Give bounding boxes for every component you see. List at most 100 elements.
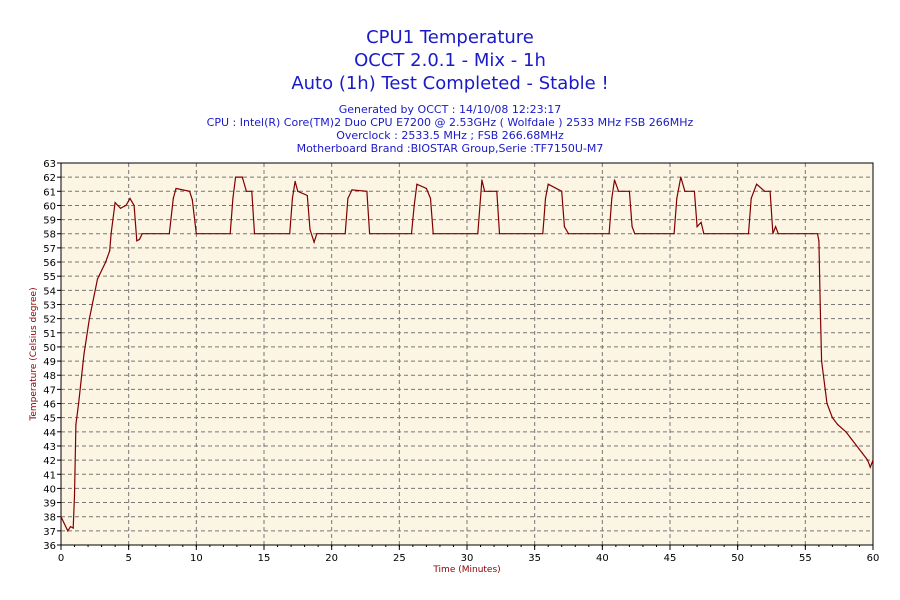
y-tick-label: 52	[43, 315, 56, 326]
data-point	[432, 233, 434, 235]
x-tick-label: 45	[664, 553, 677, 564]
data-point	[703, 233, 705, 235]
data-point	[306, 194, 308, 197]
y-tick-label: 39	[43, 499, 56, 510]
data-point	[769, 190, 771, 192]
data-point	[141, 233, 143, 235]
y-tick-label: 55	[43, 272, 56, 283]
x-tick-label: 0	[58, 553, 64, 564]
y-tick-label: 61	[43, 187, 56, 198]
data-point	[617, 190, 620, 192]
data-point	[819, 303, 821, 306]
y-tick-label: 38	[43, 513, 56, 524]
data-point	[481, 179, 483, 181]
y-tick-label: 54	[43, 286, 56, 297]
data-point	[774, 226, 777, 228]
data-point	[73, 494, 76, 497]
data-point	[820, 360, 823, 362]
data-point	[69, 526, 72, 528]
y-tick-label: 59	[43, 216, 56, 227]
data-point	[567, 233, 570, 235]
y-tick-label: 40	[43, 484, 56, 495]
data-point	[425, 187, 427, 190]
data-point	[818, 240, 820, 242]
data-point	[680, 176, 682, 178]
data-point	[542, 233, 544, 235]
data-point	[750, 197, 752, 199]
data-point	[747, 233, 750, 235]
data-point	[631, 226, 633, 228]
data-point	[60, 516, 62, 518]
data-point	[483, 190, 486, 192]
data-point	[544, 197, 547, 199]
y-tick-label: 53	[43, 300, 56, 311]
data-point	[195, 233, 197, 235]
subtitle-motherboard: Motherboard Brand :BIOSTAR Group,Serie :…	[296, 142, 604, 155]
data-point	[289, 233, 291, 235]
data-point	[232, 197, 234, 199]
data-point	[872, 459, 874, 461]
y-tick-label: 47	[43, 385, 56, 396]
y-tick-label: 44	[43, 428, 56, 439]
data-point	[234, 176, 237, 178]
data-point	[168, 233, 170, 235]
data-point	[83, 353, 85, 355]
data-point	[297, 190, 299, 192]
data-point	[850, 438, 852, 440]
data-point	[241, 176, 243, 178]
x-tick-label: 55	[799, 553, 812, 564]
data-point	[138, 238, 141, 240]
data-point	[309, 228, 311, 231]
y-axis-label: Temperature (Celsius degree)	[29, 287, 39, 421]
y-tick-label: 56	[43, 258, 56, 269]
data-point	[826, 402, 828, 405]
data-point	[229, 233, 231, 235]
data-point	[366, 190, 368, 192]
data-point	[347, 197, 349, 199]
data-point	[351, 189, 353, 191]
y-tick-label: 42	[43, 456, 56, 467]
y-tick-label: 49	[43, 357, 56, 368]
data-point	[608, 233, 610, 235]
x-tick-label: 25	[393, 553, 406, 564]
y-tick-label: 43	[43, 442, 56, 453]
data-point	[429, 197, 432, 199]
data-point	[72, 527, 74, 529]
y-tick-label: 51	[43, 329, 56, 340]
data-point	[764, 190, 766, 192]
data-point	[245, 190, 248, 192]
y-tick-label: 57	[43, 244, 56, 255]
data-point	[175, 187, 177, 190]
data-point	[634, 233, 636, 235]
data-point	[316, 233, 318, 235]
x-tick-label: 15	[258, 553, 271, 564]
x-tick-label: 35	[528, 553, 541, 564]
y-tick-label: 37	[43, 527, 56, 538]
data-point	[291, 197, 294, 199]
subtitle-overclock: Overclock : 2533.5 MHz ; FSB 266.68MHz	[336, 129, 564, 142]
data-point	[673, 233, 675, 235]
x-axis-label: Time (Minutes)	[432, 565, 500, 575]
chart-title-1: CPU1 Temperature	[366, 27, 534, 48]
data-point	[498, 233, 501, 235]
data-point	[845, 431, 847, 433]
x-tick-label: 5	[125, 553, 131, 564]
x-tick-label: 10	[190, 553, 203, 564]
y-tick-label: 58	[43, 230, 56, 241]
x-tick-label: 30	[461, 553, 474, 564]
data-point	[188, 190, 191, 192]
data-point	[129, 197, 131, 199]
data-point	[613, 179, 616, 181]
data-point	[866, 459, 869, 461]
data-point	[477, 233, 479, 235]
y-tick-label: 50	[43, 343, 56, 354]
y-tick-label: 60	[43, 201, 56, 212]
data-point	[856, 445, 858, 447]
data-point	[251, 190, 253, 192]
data-point	[676, 197, 678, 199]
data-point	[777, 233, 779, 235]
data-point	[114, 202, 116, 204]
subtitle-generated: Generated by OCCT : 14/10/08 12:23:17	[338, 103, 562, 116]
data-point	[772, 233, 774, 235]
data-point	[294, 180, 296, 182]
